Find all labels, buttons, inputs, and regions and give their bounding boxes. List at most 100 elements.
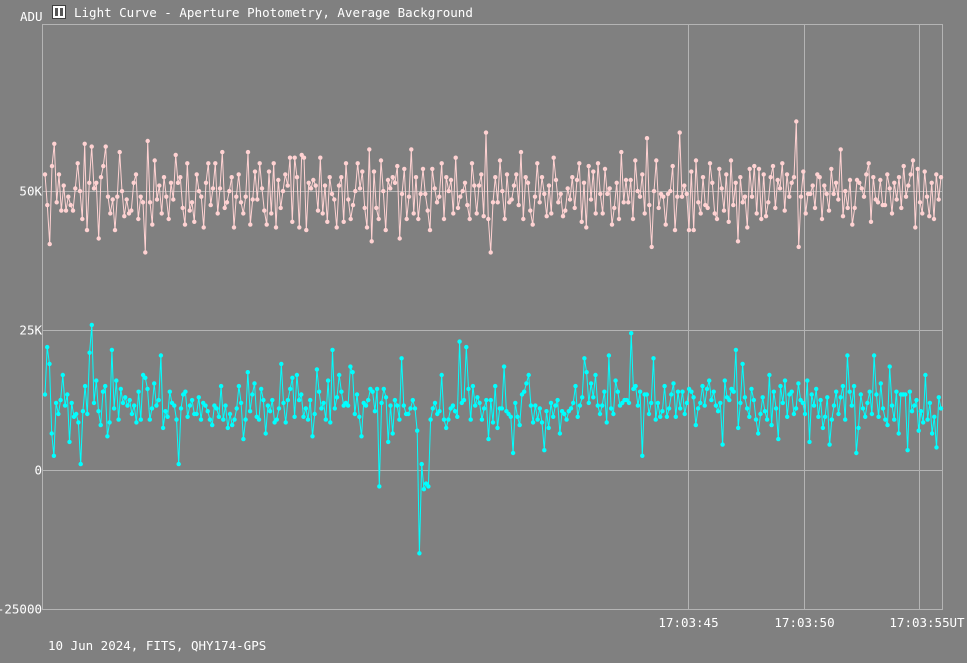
- data-point: [343, 161, 349, 166]
- data-point: [203, 180, 209, 185]
- data-point: [847, 177, 853, 183]
- data-point: [287, 155, 293, 160]
- data-point: [597, 411, 603, 417]
- data-point: [455, 414, 460, 419]
- data-point: [635, 188, 640, 194]
- data-point: [215, 211, 220, 216]
- data-point: [917, 200, 923, 205]
- data-point: [231, 225, 237, 230]
- data-point: [150, 222, 155, 227]
- data-point: [829, 166, 834, 172]
- data-point: [313, 183, 318, 188]
- data-point: [75, 161, 80, 166]
- data-point: [271, 161, 276, 166]
- data-point: [355, 161, 360, 166]
- data-point: [140, 200, 146, 205]
- data-point: [887, 364, 892, 369]
- data-point: [453, 155, 458, 160]
- data-point: [98, 422, 103, 428]
- data-point: [875, 200, 881, 205]
- data-point: [350, 202, 356, 208]
- data-point: [154, 403, 159, 408]
- data-point: [161, 175, 167, 180]
- data-point: [274, 417, 279, 422]
- data-point: [465, 202, 470, 208]
- data-point: [133, 172, 139, 177]
- data-point: [143, 250, 148, 255]
- data-point: [810, 183, 815, 188]
- data-point: [927, 214, 932, 219]
- data-point: [530, 420, 536, 425]
- data-point: [49, 431, 54, 436]
- data-point: [714, 216, 720, 222]
- data-point: [329, 191, 335, 197]
- data-point: [353, 188, 358, 194]
- data-point: [698, 400, 703, 406]
- data-point: [733, 180, 738, 185]
- data-point: [908, 172, 913, 177]
- data-point: [899, 205, 904, 211]
- data-point: [843, 417, 848, 422]
- data-point: [229, 175, 234, 180]
- data-point: [831, 403, 837, 408]
- data-point: [243, 417, 248, 422]
- data-point: [206, 161, 211, 166]
- data-point: [868, 219, 874, 224]
- data-point: [633, 158, 638, 163]
- data-point: [267, 409, 273, 414]
- data-point: [296, 397, 302, 403]
- data-point: [390, 175, 395, 180]
- data-point: [455, 205, 461, 211]
- data-point: [689, 389, 694, 394]
- data-point: [66, 194, 71, 199]
- data-point: [740, 200, 745, 205]
- data-point: [91, 186, 97, 191]
- data-point: [860, 406, 866, 411]
- data-point: [530, 222, 535, 227]
- data-point: [194, 172, 199, 177]
- data-point: [644, 136, 650, 141]
- data-point: [383, 395, 389, 400]
- data-point: [885, 422, 890, 428]
- data-point: [63, 208, 69, 213]
- data-point: [175, 180, 181, 185]
- data-point: [929, 180, 934, 185]
- data-point: [390, 431, 395, 436]
- data-point: [171, 197, 176, 202]
- data-point: [927, 400, 933, 406]
- data-point: [52, 141, 57, 146]
- data-point: [715, 409, 721, 414]
- data-point: [45, 344, 50, 350]
- data-point: [811, 403, 817, 408]
- data-point: [125, 403, 130, 408]
- data-point: [481, 214, 486, 219]
- data-point: [303, 406, 308, 411]
- data-point: [448, 177, 454, 183]
- data-point: [593, 372, 598, 378]
- data-point: [198, 417, 204, 422]
- data-point: [526, 372, 531, 378]
- data-point: [470, 383, 476, 389]
- data-point: [172, 403, 177, 408]
- y-unit-label: ADU: [20, 9, 43, 24]
- data-point: [124, 197, 129, 202]
- data-point: [437, 409, 442, 414]
- data-point: [354, 392, 360, 397]
- data-point: [818, 397, 823, 403]
- data-point: [836, 411, 841, 417]
- data-point: [145, 138, 150, 144]
- data-point: [532, 194, 538, 199]
- data-point: [796, 244, 801, 250]
- data-point: [110, 197, 115, 202]
- data-point: [827, 442, 832, 447]
- data-point: [693, 158, 699, 163]
- data-point: [932, 414, 937, 419]
- data-point: [101, 163, 106, 169]
- data-point: [819, 216, 825, 222]
- data-point: [488, 397, 493, 403]
- data-point: [822, 414, 828, 419]
- data-point: [825, 395, 830, 400]
- data-point: [867, 389, 872, 394]
- data-point: [809, 392, 814, 397]
- data-point: [273, 225, 279, 230]
